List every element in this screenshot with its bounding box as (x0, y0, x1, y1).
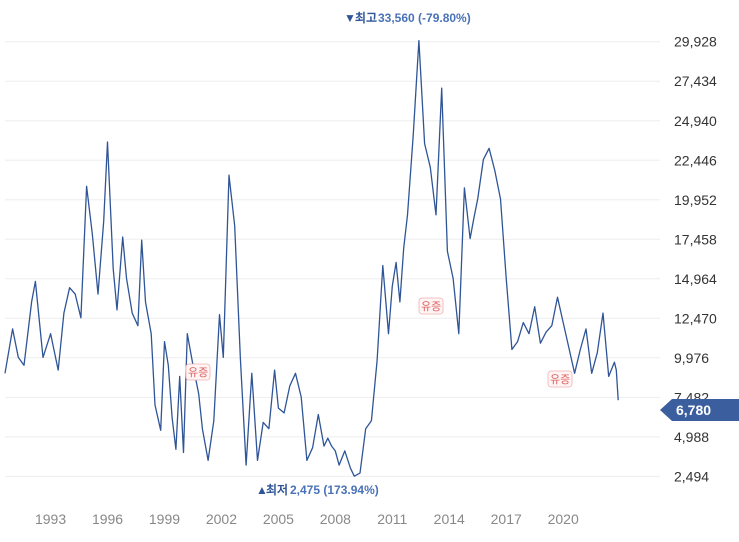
x-tick-label: 2020 (548, 511, 579, 527)
high-marker-icon: ▼ (344, 11, 356, 25)
x-tick-label: 2011 (377, 511, 407, 527)
high-label: 최고 (355, 10, 377, 25)
badge-1[interactable]: 유증 (185, 363, 211, 381)
low-value: 2,475 (173.94%) (290, 483, 379, 497)
y-tick-label: 4,988 (674, 429, 709, 445)
y-tick-label: 29,928 (674, 34, 717, 50)
y-tick-label: 24,940 (674, 113, 717, 129)
y-tick-label: 19,952 (674, 192, 717, 208)
y-tick-label: 2,494 (674, 468, 709, 484)
current-price-value: 6,780 (676, 402, 711, 418)
y-tick-label: 9,976 (674, 350, 709, 366)
x-tick-label: 2017 (491, 511, 522, 527)
x-tick-label: 2002 (206, 511, 237, 527)
high-value: 33,560 (-79.80%) (378, 11, 471, 25)
y-axis: 29,928 27,434 24,940 22,446 19,952 17,458 14,9… (674, 34, 717, 485)
x-axis: 1993 1996 1999 2002 2005 2008 2011 2014 2017 2020 (35, 511, 579, 527)
low-annotation: ▲ 최저 2,475 (173.94%) (256, 482, 379, 497)
x-tick-label: 2014 (434, 511, 465, 527)
badge-1-label: 유증 (188, 366, 208, 379)
badge-3[interactable]: 유증 (547, 370, 573, 388)
high-annotation: ▼ 최고 33,560 (-79.80%) (344, 10, 471, 25)
price-series-line (4, 39, 619, 477)
y-tick-label: 14,964 (674, 271, 717, 287)
low-marker-icon: ▲ (256, 483, 268, 497)
x-tick-label: 1999 (149, 511, 180, 527)
y-tick-label: 22,446 (674, 152, 717, 168)
badge-3-label: 유증 (550, 373, 570, 386)
x-tick-label: 2005 (263, 511, 294, 527)
low-label: 최저 (266, 482, 288, 497)
series-layer (4, 39, 619, 477)
x-tick-label: 1996 (92, 511, 123, 527)
badge-2[interactable]: 유증 (418, 297, 444, 315)
y-tick-label: 17,458 (674, 231, 717, 247)
y-tick-label: 27,434 (674, 73, 717, 89)
current-price-tag: 6,780 (660, 399, 739, 421)
grid-layer (5, 41, 660, 477)
badge-2-label: 유증 (421, 300, 441, 313)
x-tick-label: 2008 (320, 511, 351, 527)
y-tick-label: 12,470 (674, 310, 717, 326)
x-tick-label: 1993 (35, 511, 66, 527)
